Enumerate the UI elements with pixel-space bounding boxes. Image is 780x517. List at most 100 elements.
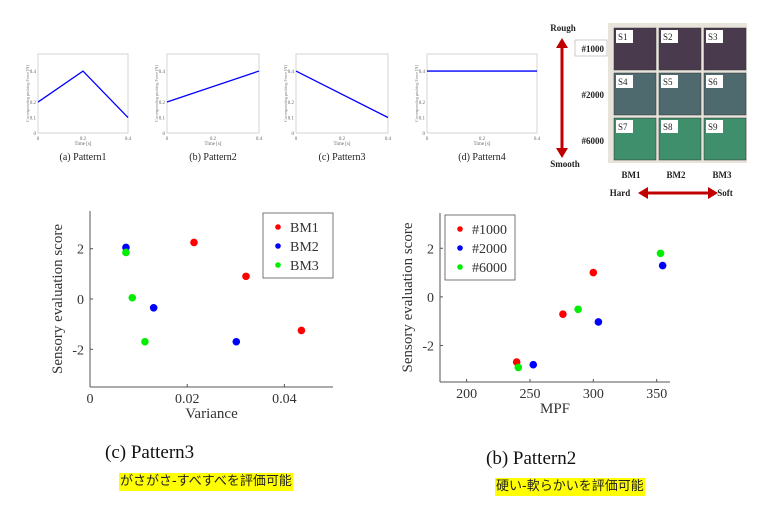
smooth-label: Smooth [550, 159, 580, 169]
row-label: #6000 [582, 136, 605, 146]
legend-label: #2000 [472, 242, 507, 257]
data-point-1000 [589, 268, 598, 277]
x-tick-label: 0.2 [479, 137, 486, 142]
y-tick-label: 0.4 [159, 70, 166, 75]
x-tick-label: 250 [519, 387, 540, 402]
plot-frame [295, 53, 389, 134]
x-tick-label: 0 [426, 137, 429, 142]
data-point-1000 [559, 310, 567, 318]
y-axis-label: Corresponding pushing Force [N] [283, 65, 288, 122]
pattern-plot-3: 0 0.1 0.2 0.4 0 0.2 0.4 Time [s] Corresponding p… [283, 53, 392, 163]
pattern-caption: (b) Pattern2 [189, 152, 237, 163]
data-point-BM3 [128, 293, 137, 302]
force-line [166, 70, 260, 103]
sample-label-box [661, 120, 678, 133]
legend-marker [457, 226, 463, 232]
legend-box [444, 214, 516, 281]
y-tick-label: 0.2 [419, 101, 426, 106]
sample-label-box [616, 120, 633, 133]
y-tick-label: 0.1 [288, 117, 295, 122]
y-tick-label: -2 [422, 340, 434, 355]
pattern-caption: (d) Pattern4 [458, 152, 506, 163]
data-point-BM3 [141, 337, 149, 346]
y-tick-label: 0.2 [159, 101, 166, 106]
x-tick-label: 350 [646, 387, 667, 402]
sample-label: S7 [618, 122, 628, 132]
pattern-caption: (c) Pattern3 [319, 152, 366, 163]
arrow-head-right [708, 187, 718, 199]
y-axis-label: Corresponding pushing Force [N] [154, 65, 159, 122]
data-point-BM1 [190, 238, 198, 247]
data-point-BM2 [232, 337, 241, 346]
x-tick-label: 0.4 [256, 137, 263, 142]
plot-frame [37, 53, 129, 134]
sample-label-box [616, 75, 633, 88]
legend-label: #1000 [472, 223, 507, 238]
chart-caption: (b) Pattern2 [486, 448, 576, 469]
sample-label-box [706, 75, 723, 88]
x-tick-label: 0 [37, 137, 40, 142]
data-point-6000 [574, 305, 582, 314]
y-tick-label: 0.4 [419, 70, 426, 75]
y-tick-label: 0.1 [30, 117, 37, 122]
sample-label: S3 [708, 32, 718, 42]
sample-label: S2 [663, 32, 673, 42]
sample-label: S4 [618, 77, 628, 87]
arrow-head-left [638, 187, 648, 199]
data-point-2000 [529, 360, 538, 369]
x-tick-label: 0.4 [385, 137, 392, 142]
pattern-caption: (a) Pattern1 [60, 152, 107, 163]
y-tick-label: 0 [163, 132, 166, 137]
sample-label: S6 [708, 77, 718, 87]
y-tick-label: 0.4 [30, 70, 37, 75]
hard-label: Hard [610, 188, 631, 198]
x-axis-label: Time [s] [334, 142, 351, 147]
x-axis-label: Time [s] [75, 142, 92, 147]
x-tick-label: 300 [583, 387, 604, 402]
y-tick-label: 0.1 [159, 117, 166, 122]
y-tick-label: 0 [77, 293, 84, 308]
x-axis-label: Variance [185, 406, 238, 422]
x-tick-label: 0.2 [339, 137, 346, 142]
x-tick-label: 0.2 [80, 137, 87, 142]
sample-label: S8 [663, 122, 673, 132]
x-tick-label: 0.4 [534, 137, 541, 142]
sample-photo-panel: S1 S2 S3 S4 S5 S6 S7 S8 S9 #1000 #2000 #6000 BM1 BM2 B… [550, 23, 747, 199]
data-point-6000 [656, 249, 665, 258]
x-axis-label: Time [s] [205, 142, 222, 147]
pattern-plot-4: 0 0.1 0.2 0.4 0 0.2 0.4 Time [s] Corresponding p… [414, 53, 541, 163]
sample-label-box [661, 30, 678, 43]
x-tick-label: 0.04 [272, 392, 297, 407]
chart-caption: (c) Pattern3 [105, 442, 194, 463]
data-point-2000 [594, 318, 603, 326]
x-tick-label: 0.02 [175, 392, 200, 407]
pattern-plot-2: 0 0.1 0.2 0.4 0 0.2 0.4 Time [s] Corresponding p… [154, 53, 263, 163]
column-label: BM2 [667, 170, 686, 180]
data-point-BM2 [149, 304, 158, 312]
y-tick-label: 0 [292, 132, 295, 137]
x-tick-label: 0 [166, 137, 169, 142]
sample-label-box [706, 120, 723, 133]
row-label: #2000 [582, 90, 605, 100]
sample-label: S5 [663, 77, 673, 87]
y-tick-label: 0 [423, 132, 426, 137]
y-tick-label: -2 [72, 343, 84, 358]
legend-marker [275, 224, 281, 230]
y-tick-label: 0 [34, 132, 37, 137]
data-point-2000 [658, 261, 667, 270]
y-axis-label: Sensory evaluation score [50, 224, 66, 374]
y-tick-label: 2 [427, 242, 434, 257]
sample-swatch [658, 27, 702, 71]
legend-marker [275, 243, 281, 249]
data-point-6000 [514, 363, 523, 372]
mpf-scatter-chart: 200 250 300 350 -2 0 2 MPF Sensory evaluation sc… [400, 213, 670, 469]
x-tick-label: 200 [456, 387, 477, 402]
sample-label-box [706, 30, 723, 43]
legend-label: #6000 [472, 261, 507, 276]
force-line [295, 70, 389, 119]
note-variance: がさがさ-すべすべを評価可能 [119, 473, 293, 491]
legend-label: BM2 [290, 240, 319, 255]
sample-swatch [613, 27, 657, 71]
y-tick-label: 2 [77, 243, 84, 258]
